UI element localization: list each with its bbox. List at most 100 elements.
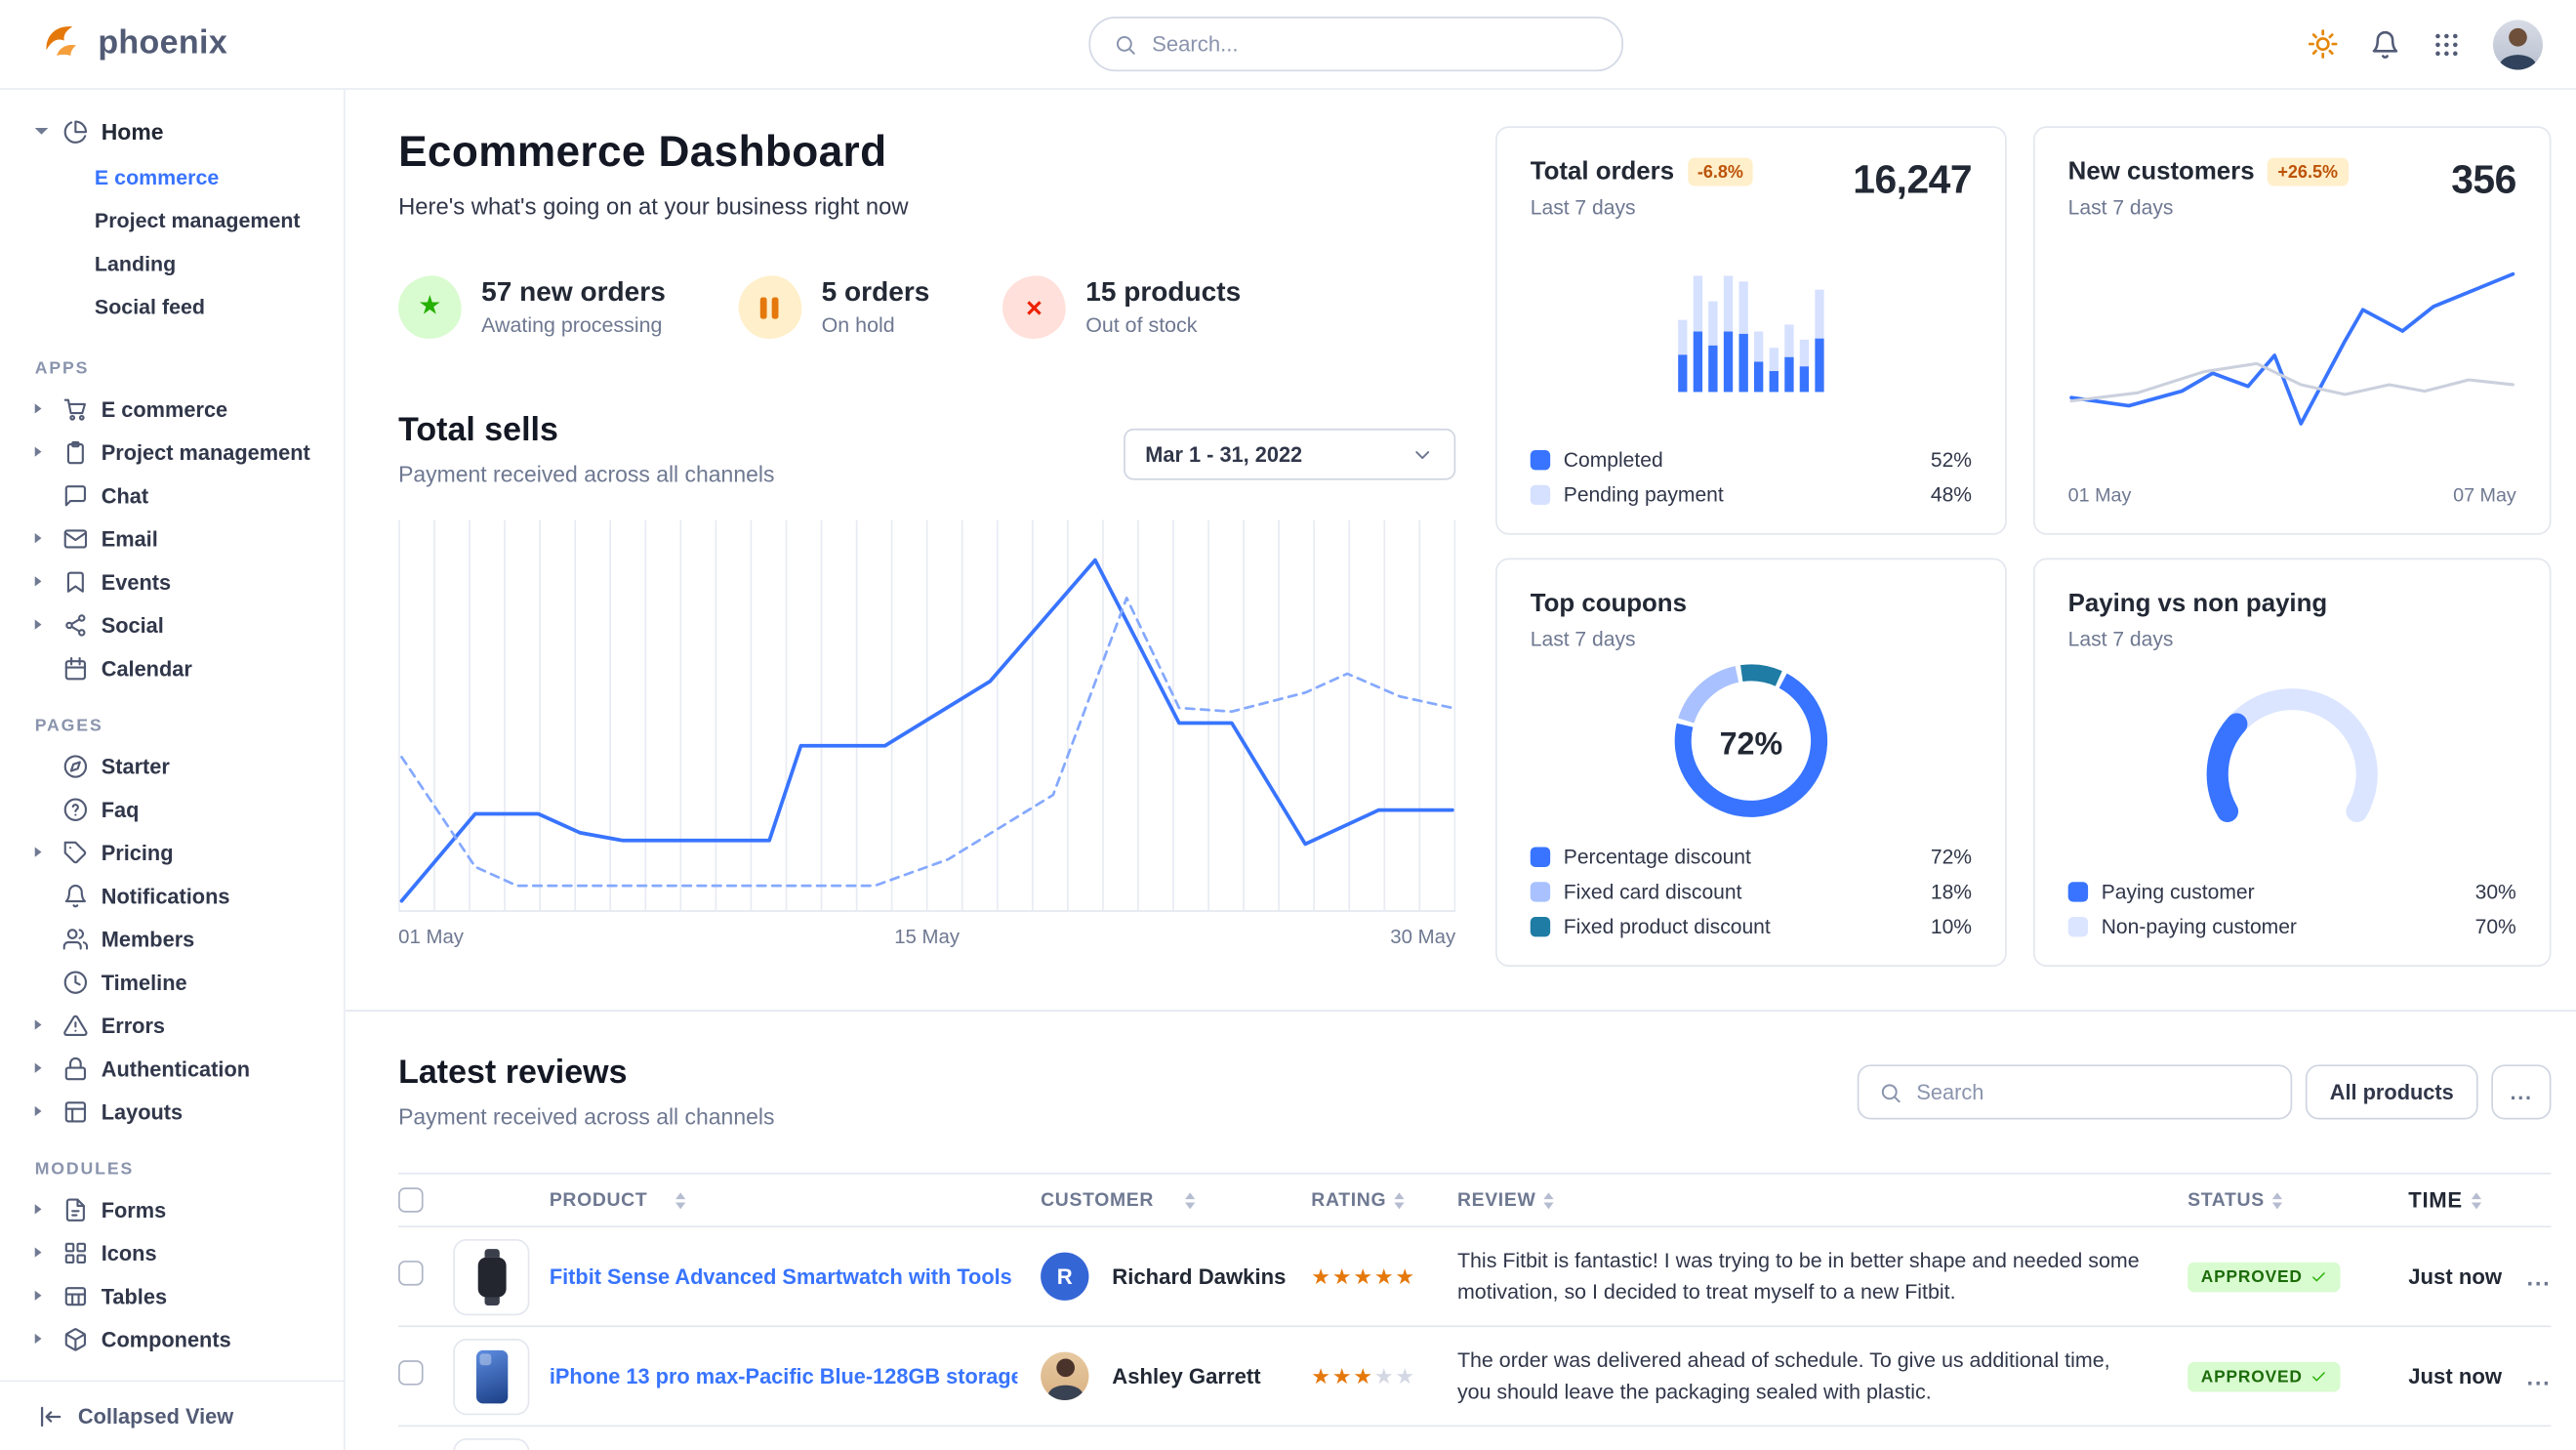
sidebar-item-tables[interactable]: Tables <box>0 1274 344 1317</box>
sidebar-item-label: Timeline <box>101 969 187 995</box>
x-icon: × <box>1002 275 1066 340</box>
new-customers-card: New customers +26.5% Last 7 days 356 01 … <box>2032 126 2552 535</box>
sidebar-item-label: Project management <box>101 438 310 465</box>
column-header-product[interactable]: PRODUCT <box>453 1190 1041 1210</box>
sort-icon <box>1185 1191 1195 1208</box>
sidebar-item-home[interactable]: Home <box>0 109 344 152</box>
sidebar-item-chat[interactable]: Chat <box>0 474 344 517</box>
card-title: Total orders <box>1530 157 1675 186</box>
page-title: Ecommerce Dashboard <box>398 126 887 177</box>
rating-stars: ★ ★ ★ ★ ★ <box>1311 1265 1457 1287</box>
total-orders-card: Total orders -6.8% Last 7 days 16,247 <box>1495 126 2007 535</box>
legend-value: 70% <box>2474 915 2516 939</box>
sidebar-item-errors[interactable]: Errors <box>0 1003 344 1046</box>
legend-label: Pending payment <box>1563 482 1724 507</box>
sidebar-item-label: Notifications <box>101 883 230 908</box>
sidebar-item-pricing[interactable]: Pricing <box>0 831 344 874</box>
row-actions-button[interactable]: ... <box>2526 1263 2552 1290</box>
global-search[interactable] <box>1088 17 1623 72</box>
date-range-select[interactable]: Mar 1 - 31, 2022 <box>1124 428 1456 480</box>
collapse-view-button[interactable]: Collapsed View <box>0 1380 344 1450</box>
sidebar-item-landing[interactable]: Landing <box>94 252 177 276</box>
kpi-cards: Total orders -6.8% Last 7 days 16,247 <box>1495 126 2552 967</box>
sidebar-item-social-feed[interactable]: Social feed <box>94 295 205 319</box>
date-range-value: Mar 1 - 31, 2022 <box>1145 441 1303 467</box>
reviews-controls: All products ... <box>1857 1064 2552 1120</box>
sort-icon <box>2272 1191 2282 1208</box>
legend-item: Fixed card discount 18% <box>1530 881 1972 903</box>
total-orders-chart <box>1678 275 1824 393</box>
all-products-button[interactable]: All products <box>2305 1064 2479 1120</box>
product-link[interactable]: iPhone 13 pro max-Pacific Blue-128GB sto… <box>549 1363 1018 1389</box>
reviews-search[interactable] <box>1857 1064 2292 1120</box>
column-header-status[interactable]: STATUS <box>2188 1190 2408 1210</box>
sidebar-item-timeline[interactable]: Timeline <box>0 960 344 1003</box>
stat-value: 5 orders <box>821 277 930 308</box>
sidebar-item-events[interactable]: Events <box>0 559 344 602</box>
sidebar-item-icons[interactable]: Icons <box>0 1230 344 1273</box>
sidebar-item-e-commerce[interactable]: E commerce <box>0 387 344 430</box>
legend-label: Fixed product discount <box>1563 915 1771 939</box>
table-row-partial <box>398 1427 2551 1450</box>
product-image-smartwatch[interactable] <box>453 1238 530 1315</box>
x-tick: 01 May <box>2067 484 2132 507</box>
x-tick: 07 May <box>2453 484 2516 507</box>
theme-toggle-button[interactable] <box>2308 28 2339 60</box>
sidebar-item-authentication[interactable]: Authentication <box>0 1047 344 1090</box>
sidebar-item-starter[interactable]: Starter <box>0 744 344 787</box>
notifications-button[interactable] <box>2370 29 2400 60</box>
sidebar-item-email[interactable]: Email <box>0 517 344 559</box>
sidebar-item-faq[interactable]: Faq <box>0 787 344 830</box>
column-header-time[interactable]: TIME <box>2408 1187 2517 1213</box>
pause-icon <box>738 275 802 340</box>
stat-on-hold: 5 orders On hold <box>738 275 930 340</box>
sidebar-section-title: APPS <box>34 360 90 379</box>
row-checkbox[interactable] <box>398 1260 424 1285</box>
total-sells-subtitle: Payment received across all channels <box>398 461 775 487</box>
sidebar-item-components[interactable]: Components <box>0 1317 344 1360</box>
share-icon <box>61 612 90 638</box>
apps-menu-button[interactable] <box>2432 29 2462 60</box>
column-header-rating[interactable]: RATING <box>1311 1190 1457 1210</box>
global-search-input[interactable] <box>1152 31 1599 57</box>
row-actions-button[interactable]: ... <box>2526 1362 2552 1389</box>
sidebar-item-label: Tables <box>101 1283 168 1308</box>
sidebar-item-calendar[interactable]: Calendar <box>0 646 344 689</box>
sidebar-item-members[interactable]: Members <box>0 917 344 960</box>
sidebar-item-project-management[interactable]: Project management <box>94 209 301 233</box>
select-all-checkbox[interactable] <box>398 1187 424 1213</box>
brand[interactable]: phoenix <box>40 18 227 70</box>
legend-item: Pending payment 48% <box>1530 482 1972 507</box>
chevron-right-icon <box>35 848 50 857</box>
column-header-customer[interactable]: CUSTOMER <box>1041 1190 1311 1210</box>
sidebar-item-notifications[interactable]: Notifications <box>0 874 344 917</box>
chevron-right-icon <box>35 1247 50 1257</box>
row-checkbox[interactable] <box>398 1359 424 1385</box>
sidebar-item-social[interactable]: Social <box>0 602 344 645</box>
legend-item: Percentage discount 72% <box>1530 846 1972 869</box>
legend-item: Non-paying customer 70% <box>2067 915 2516 939</box>
customer-avatar[interactable] <box>1041 1351 1089 1400</box>
user-avatar[interactable] <box>2492 19 2543 69</box>
column-header-review[interactable]: REVIEW <box>1457 1190 2188 1210</box>
customer-avatar[interactable]: R <box>1041 1252 1089 1301</box>
table-row: iPhone 13 pro max-Pacific Blue-128GB sto… <box>398 1327 2552 1428</box>
product-image-iphone[interactable] <box>453 1338 530 1415</box>
stat-value: 57 new orders <box>481 277 666 308</box>
star-icon: ★ <box>1331 1363 1352 1389</box>
customer-name: Richard Dawkins <box>1112 1264 1287 1289</box>
sidebar-item-forms[interactable]: Forms <box>0 1187 344 1230</box>
card-title: Top coupons <box>1530 589 1687 618</box>
reviews-table: PRODUCT CUSTOMER RATING REVIEW STATUS TI… <box>398 1172 2552 1450</box>
sidebar-item-layouts[interactable]: Layouts <box>0 1090 344 1133</box>
sidebar-item-e-commerce[interactable]: E commerce <box>94 166 220 189</box>
reviews-more-button[interactable]: ... <box>2491 1064 2552 1120</box>
new-customers-chart <box>2069 271 2515 426</box>
sidebar-item-project-management[interactable]: Project management <box>0 431 344 474</box>
sidebar-item-label: Events <box>101 568 172 595</box>
product-link[interactable]: Fitbit Sense Advanced Smartwatch with To… <box>549 1264 1018 1289</box>
reviews-search-input[interactable] <box>1916 1079 2270 1105</box>
x-tick: 30 May <box>1390 925 1456 949</box>
sort-icon <box>1544 1191 1554 1208</box>
